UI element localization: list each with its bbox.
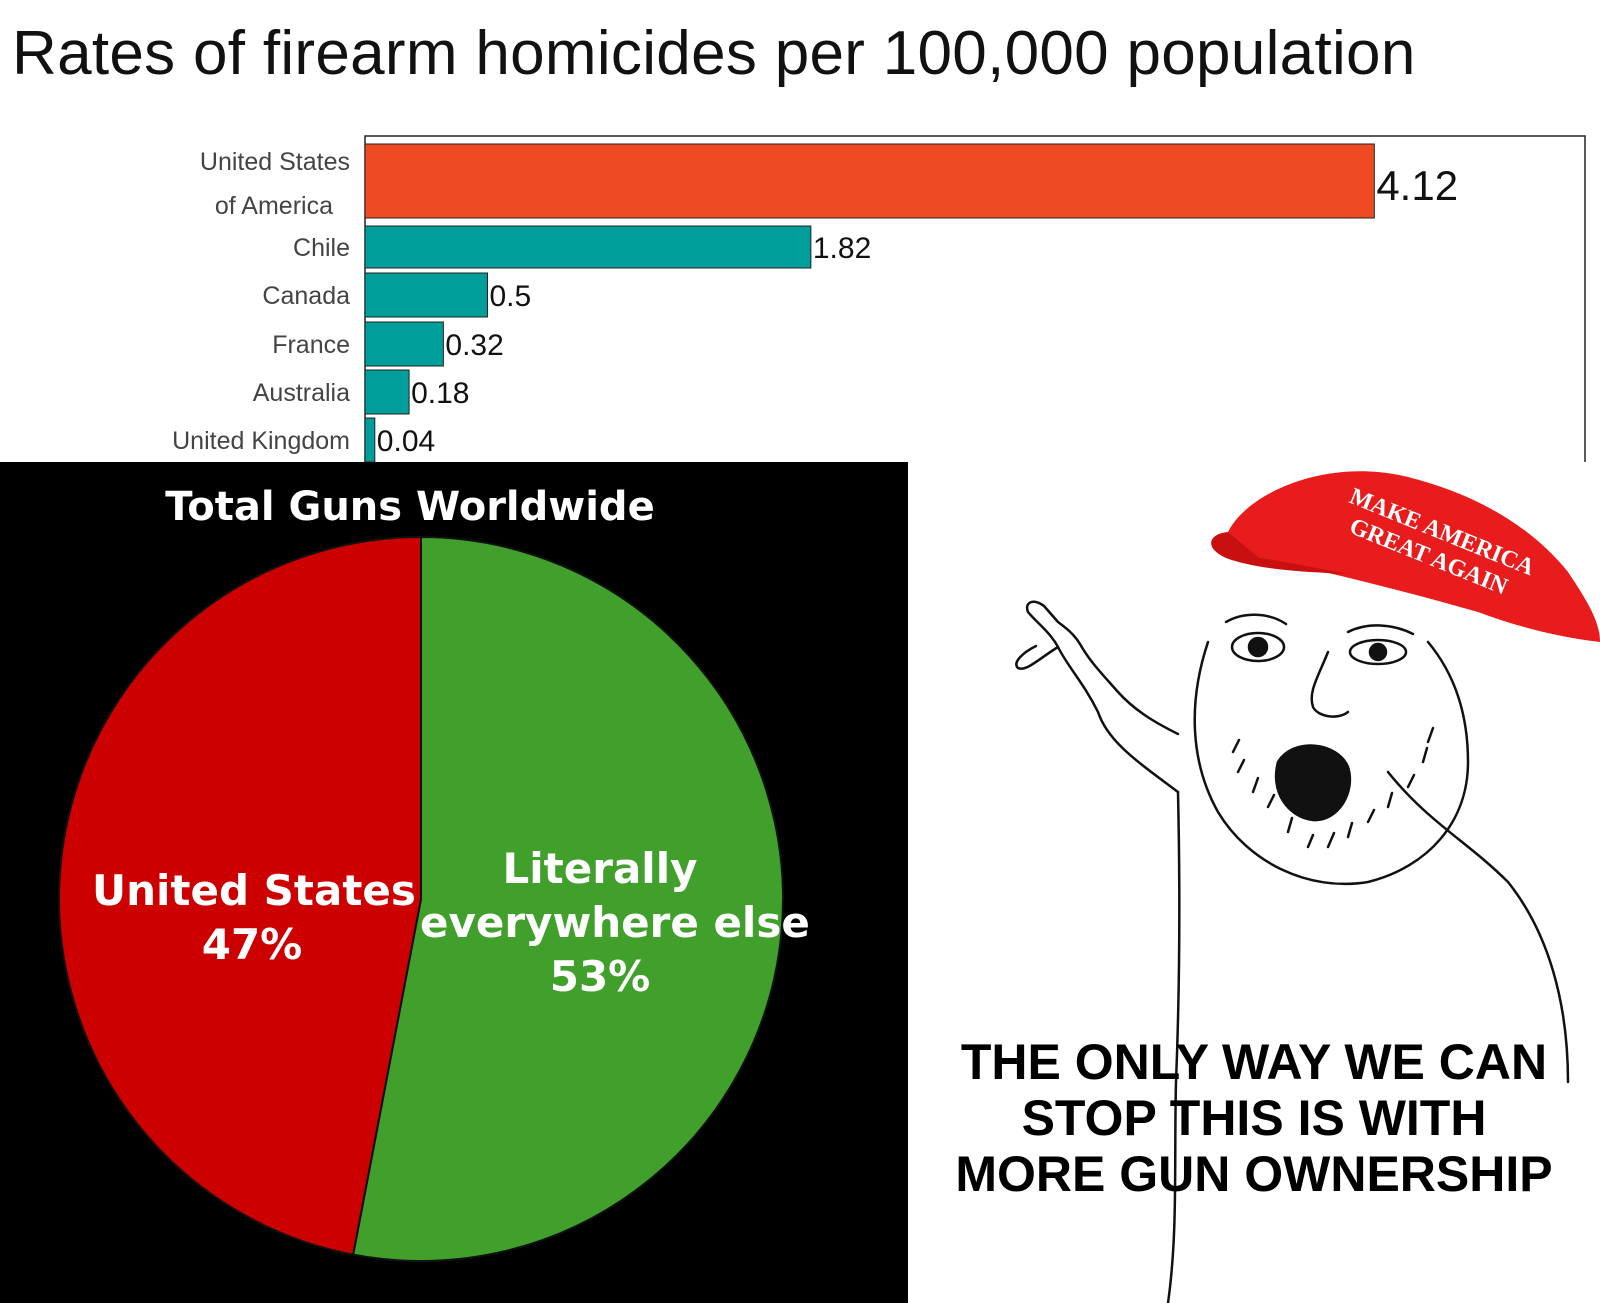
total-guns-pie-chart (58, 535, 784, 1262)
bar-4 (364, 369, 410, 415)
bar-chart-title: Rates of firearm homicides per 100,000 p… (12, 19, 1416, 88)
head-outline (1193, 640, 1470, 886)
pie-label-everywhere-else: Literally everywhere else 53% (420, 842, 810, 1004)
bar-category-label: United States (200, 148, 350, 176)
bar-1 (364, 225, 812, 269)
bar-value-label: 0.5 (489, 280, 531, 313)
open-mouth (1274, 744, 1352, 822)
pie-label-percent: 53% (549, 952, 651, 1001)
firearm-homicide-bar-chart: 4.12 United States of America 1.82 Chile 0.5 C… (172, 135, 1586, 462)
right-eye (1348, 638, 1408, 666)
bar-5 (364, 417, 376, 462)
bar-category-label: Australia (253, 379, 350, 407)
pie-label-line: United States (92, 866, 416, 915)
body-outline (1166, 790, 1181, 1303)
bar-value-label: 0.18 (411, 377, 469, 410)
bar-0 (364, 143, 1375, 219)
bar-category-label: United Kingdom (172, 427, 350, 455)
pie-label-line: everywhere else (420, 898, 810, 947)
bar-value-label: 4.12 (1376, 162, 1458, 209)
bar-category-label: of America (215, 192, 333, 220)
bar-category-label: Canada (262, 282, 350, 310)
bar-value-label: 1.82 (813, 232, 871, 265)
pie-label-percent: 47% (201, 920, 303, 969)
pointing-arm (1025, 600, 1180, 794)
left-eye (1230, 631, 1286, 663)
thumb (1015, 644, 1060, 670)
bar-2 (364, 272, 488, 318)
meme-caption: THE ONLY WAY WE CAN STOP THIS IS WITH MO… (908, 1034, 1600, 1202)
pie-label-line: Literally (502, 844, 698, 893)
red-cap: MAKE AMERICA GREAT AGAIN (1211, 471, 1600, 642)
bar-category-label: Chile (293, 234, 350, 262)
caption-line: MORE GUN OWNERSHIP (955, 1146, 1553, 1202)
caption-line: STOP THIS IS WITH (1021, 1090, 1487, 1146)
wojak-illustration: MAKE AMERICA GREAT AGAIN (1015, 471, 1600, 1303)
meme-panel: MAKE AMERICA GREAT AGAIN THE ONLY WAY WE… (908, 462, 1600, 1303)
caption-line: THE ONLY WAY WE CAN (960, 1034, 1548, 1090)
pie-chart-panel: Total Guns Worldwide United States 47% L… (0, 462, 908, 1303)
pie-slice-1 (351, 535, 784, 1262)
pie-chart-title: Total Guns Worldwide (165, 484, 655, 530)
body-outline-right (1386, 770, 1570, 1084)
bar-value-label: 0.32 (445, 329, 503, 362)
pie-slice-0 (58, 535, 422, 1256)
bar-value-label: 0.04 (377, 425, 435, 458)
bar-category-label: France (272, 331, 350, 359)
bar-3 (364, 321, 444, 367)
nose (1310, 650, 1350, 718)
pie-label-united-states: United States 47% (92, 864, 416, 972)
